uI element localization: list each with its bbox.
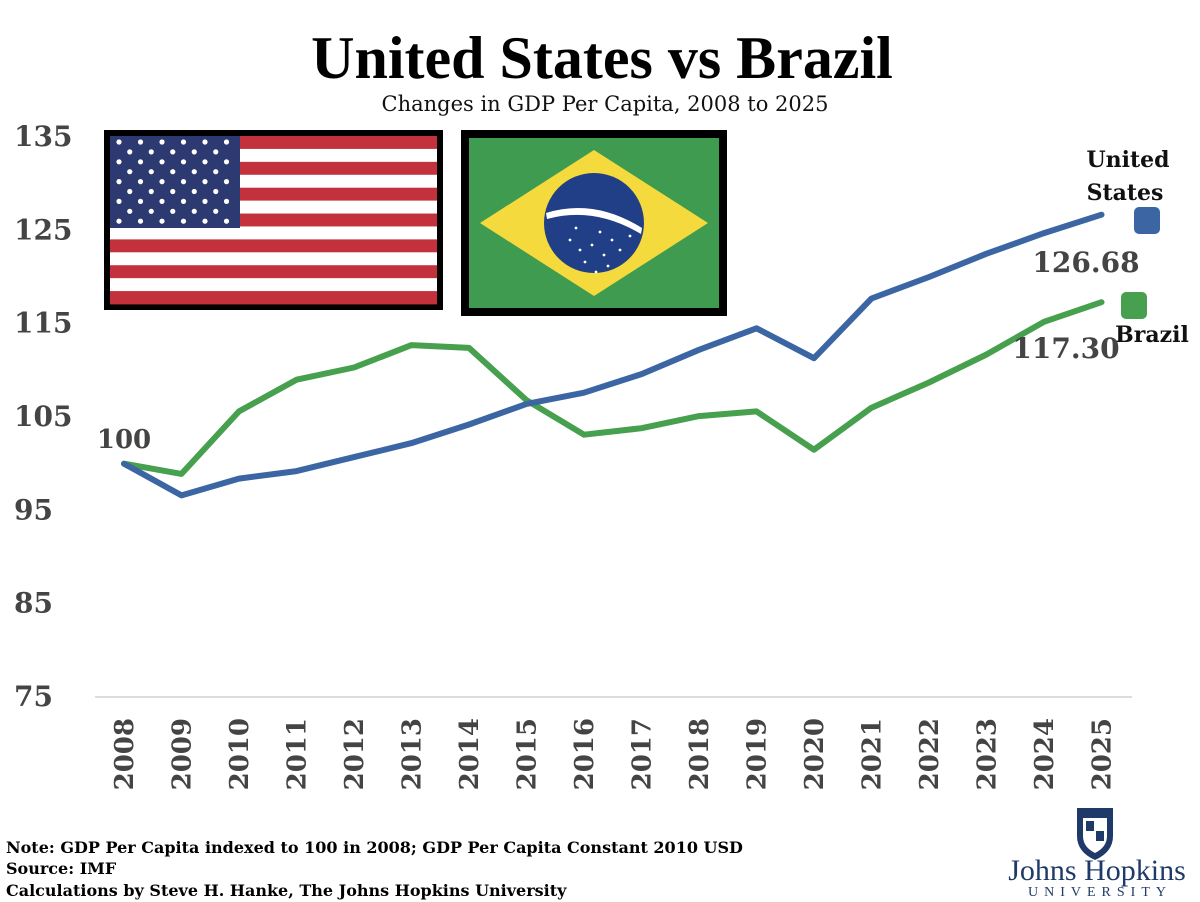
united-states-flag — [104, 130, 443, 310]
x-tick-label: 2013 — [398, 718, 428, 790]
logo-sub-text: UNIVERSITY — [1028, 885, 1172, 900]
legend-brazil-swatch — [1121, 292, 1147, 319]
x-tick-label: 2008 — [110, 718, 140, 790]
y-tick-label: 115 — [14, 307, 72, 340]
legend-us-swatch — [1134, 207, 1160, 234]
x-tick-label: 2012 — [340, 718, 370, 790]
y-tick-label: 95 — [14, 493, 53, 526]
chart-subtitle: Changes in GDP Per Capita, 2008 to 2025 — [382, 92, 829, 116]
legend-us-label-line2: States — [1087, 180, 1164, 206]
brazil-flag — [461, 130, 727, 316]
x-tick-label: 2015 — [513, 718, 543, 790]
x-tick-label: 2014 — [455, 718, 485, 790]
x-tick-label: 2019 — [743, 718, 773, 790]
start-value-label: 100 — [97, 425, 151, 455]
footer-note: Note: GDP Per Capita indexed to 100 in 2… — [6, 838, 743, 857]
logo-main-text: Johns Hopkins — [1008, 854, 1186, 887]
x-tick-label: 2023 — [973, 718, 1003, 790]
x-tick-label: 2010 — [225, 718, 255, 790]
footer-source: Source: IMF — [6, 859, 117, 878]
series-line-united-states — [121, 211, 1105, 499]
y-tick-label: 135 — [14, 120, 72, 153]
y-tick-label: 105 — [14, 400, 72, 433]
y-tick-label: 75 — [14, 680, 53, 713]
x-tick-label: 2016 — [570, 718, 600, 790]
us-end-value-label: 126.68 — [1032, 246, 1139, 279]
x-tick-label: 2018 — [685, 718, 715, 790]
legend-us-label-line1: United — [1086, 147, 1169, 173]
x-tick-label: 2009 — [168, 718, 198, 790]
brazil-end-value-label: 117.30 — [1012, 332, 1119, 365]
x-tick-label: 2022 — [915, 718, 945, 790]
footer-credit: Calculations by Steve H. Hanke, The John… — [6, 881, 567, 900]
x-tick-label: 2025 — [1088, 718, 1118, 790]
x-tick-label: 2020 — [800, 718, 830, 790]
johns-hopkins-logo: Johns Hopkins UNIVERSITY — [1008, 808, 1186, 900]
y-tick-label: 125 — [14, 213, 72, 246]
x-tick-label: 2021 — [858, 718, 888, 790]
university-shield-icon — [1077, 808, 1113, 860]
x-tick-label: 2011 — [283, 718, 313, 790]
x-tick-label: 2024 — [1030, 718, 1060, 790]
legend-brazil-label: Brazil — [1115, 322, 1189, 348]
chart-title: United States vs Brazil — [311, 25, 893, 91]
series-line-brazil — [121, 299, 1105, 477]
y-tick-label: 85 — [14, 587, 53, 620]
x-tick-label: 2017 — [628, 718, 658, 790]
